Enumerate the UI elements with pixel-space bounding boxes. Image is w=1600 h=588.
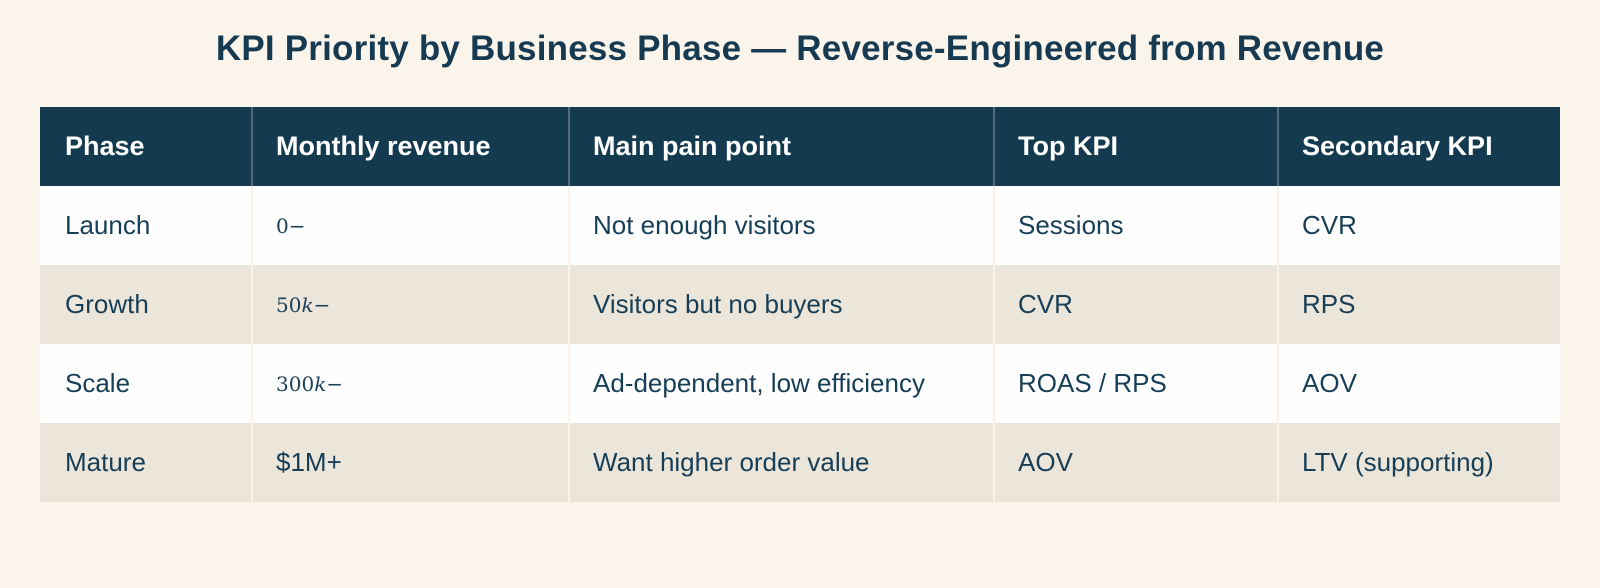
- table-row: Mature $1M+ Want higher order value AOV LTV …: [40, 423, 1560, 502]
- main-pain-point-cell: Want higher order value: [568, 423, 993, 502]
- secondary-kpi-cell: CVR: [1277, 186, 1560, 265]
- monthly-revenue-cell: 50k−: [251, 265, 568, 344]
- kpi-table: Phase Monthly revenue Main pain point Top K…: [40, 107, 1560, 502]
- monthly-revenue-cell: 300k−: [251, 344, 568, 423]
- top-kpi-cell: ROAS / RPS: [993, 344, 1277, 423]
- column-header-secondary-kpi: Secondary KPI: [1277, 107, 1560, 186]
- top-kpi-cell: CVR: [993, 265, 1277, 344]
- column-header-main-pain-point: Main pain point: [568, 107, 993, 186]
- main-pain-point-cell: Ad-dependent, low efficiency: [568, 344, 993, 423]
- secondary-kpi-cell: RPS: [1277, 265, 1560, 344]
- page: { "page": { "background_color": "#faf4ea…: [0, 28, 1600, 588]
- monthly-revenue-cell: $1M+: [251, 423, 568, 502]
- phase-cell: Scale: [40, 344, 251, 423]
- table-body: Launch 0− Not enough visitors Sessions CVR Gr…: [40, 186, 1560, 502]
- monthly-revenue-cell: 0−: [251, 186, 568, 265]
- column-header-monthly-revenue: Monthly revenue: [251, 107, 568, 186]
- main-pain-point-cell: Not enough visitors: [568, 186, 993, 265]
- top-kpi-cell: Sessions: [993, 186, 1277, 265]
- column-header-phase: Phase: [40, 107, 251, 186]
- main-pain-point-cell: Visitors but no buyers: [568, 265, 993, 344]
- phase-cell: Mature: [40, 423, 251, 502]
- table-row: Growth 50k− Visitors but no buyers CVR RPS: [40, 265, 1560, 344]
- page-title: KPI Priority by Business Phase — Reverse…: [215, 29, 1385, 68]
- secondary-kpi-cell: AOV: [1277, 344, 1560, 423]
- phase-cell: Launch: [40, 186, 251, 265]
- column-header-top-kpi: Top KPI: [993, 107, 1277, 186]
- phase-cell: Growth: [40, 265, 251, 344]
- secondary-kpi-cell: LTV (supporting): [1277, 423, 1560, 502]
- top-kpi-cell: AOV: [993, 423, 1277, 502]
- table-header-row: Phase Monthly revenue Main pain point Top K…: [40, 107, 1560, 186]
- table-row: Scale 300k− Ad-dependent, low efficiency RO…: [40, 344, 1560, 423]
- table-row: Launch 0− Not enough visitors Sessions CVR: [40, 186, 1560, 265]
